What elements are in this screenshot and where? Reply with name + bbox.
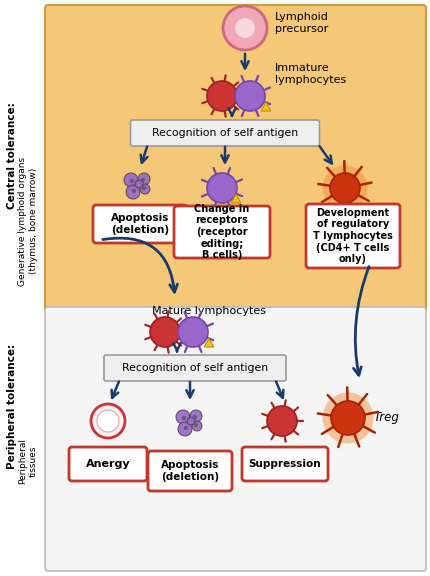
Circle shape: [142, 186, 146, 190]
Text: Suppression: Suppression: [249, 459, 321, 469]
Circle shape: [267, 406, 297, 436]
Circle shape: [192, 421, 202, 431]
Circle shape: [187, 417, 195, 425]
Text: Recognition of self antigen: Recognition of self antigen: [122, 363, 268, 373]
Circle shape: [184, 426, 188, 430]
Circle shape: [178, 422, 192, 436]
Circle shape: [207, 81, 237, 111]
FancyBboxPatch shape: [130, 120, 319, 146]
Circle shape: [207, 173, 237, 203]
FancyBboxPatch shape: [242, 447, 328, 481]
Text: Lymphoid
precursor: Lymphoid precursor: [275, 12, 329, 34]
Circle shape: [193, 415, 197, 419]
Circle shape: [140, 184, 150, 194]
Text: Recognition of self antigen: Recognition of self antigen: [152, 128, 298, 138]
FancyBboxPatch shape: [104, 355, 286, 381]
FancyBboxPatch shape: [69, 447, 147, 481]
Circle shape: [124, 173, 138, 187]
Text: Peripheral tolerance:: Peripheral tolerance:: [7, 343, 17, 468]
Circle shape: [331, 401, 365, 435]
Circle shape: [330, 173, 360, 203]
Text: Development
of regulatory
T lymphocytes
(CD4+ T cells
only): Development of regulatory T lymphocytes …: [313, 208, 393, 264]
Circle shape: [141, 178, 145, 182]
Circle shape: [182, 416, 186, 420]
Circle shape: [235, 81, 265, 111]
Polygon shape: [231, 194, 241, 203]
Text: Immature
lymphocytes: Immature lymphocytes: [275, 63, 346, 85]
FancyBboxPatch shape: [174, 206, 270, 258]
Text: Mature lymphocytes: Mature lymphocytes: [152, 306, 266, 316]
Circle shape: [132, 189, 136, 193]
FancyBboxPatch shape: [45, 5, 426, 311]
FancyBboxPatch shape: [93, 205, 187, 243]
Text: Central tolerance:: Central tolerance:: [7, 103, 17, 209]
Text: Anergy: Anergy: [86, 459, 130, 469]
Text: Peripheral
tissues: Peripheral tissues: [18, 438, 38, 484]
Text: Apoptosis
(deletion): Apoptosis (deletion): [161, 460, 219, 482]
Circle shape: [150, 317, 180, 347]
Polygon shape: [204, 338, 214, 347]
FancyBboxPatch shape: [148, 451, 232, 491]
Circle shape: [126, 185, 140, 199]
Circle shape: [178, 317, 208, 347]
FancyBboxPatch shape: [306, 204, 400, 268]
Circle shape: [322, 392, 374, 444]
FancyBboxPatch shape: [45, 307, 426, 571]
Circle shape: [194, 423, 198, 427]
Circle shape: [235, 18, 255, 38]
Text: Apoptosis
(deletion): Apoptosis (deletion): [111, 213, 169, 235]
Circle shape: [322, 165, 368, 210]
Circle shape: [135, 180, 143, 188]
Circle shape: [223, 6, 267, 50]
Circle shape: [130, 179, 134, 183]
Circle shape: [176, 410, 190, 424]
Text: Generative lymphoid organs
(thymus, bone marrow): Generative lymphoid organs (thymus, bone…: [18, 157, 38, 286]
Circle shape: [97, 410, 119, 432]
Text: Treg: Treg: [373, 411, 399, 425]
Circle shape: [138, 173, 150, 185]
Circle shape: [91, 404, 125, 438]
Circle shape: [190, 410, 202, 422]
Text: Change in
receptors
(receptor
editing;
B cells): Change in receptors (receptor editing; B…: [194, 204, 250, 260]
Polygon shape: [261, 102, 271, 111]
